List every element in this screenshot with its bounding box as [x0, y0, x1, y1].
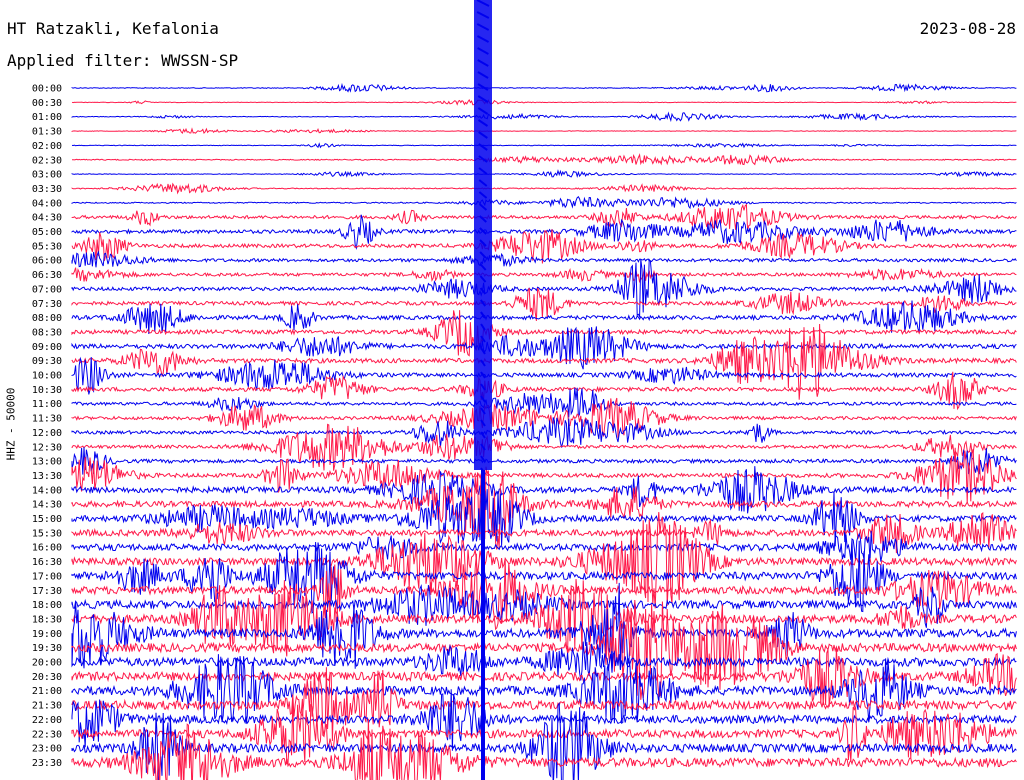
trace-line [71, 417, 1017, 448]
time-tick-label: 01:00 [32, 112, 62, 123]
time-tick-label: 13:00 [32, 457, 62, 468]
earthquake-signal-tail [481, 470, 485, 780]
station-title: HT Ratzakli, Kefalonia [7, 19, 219, 38]
time-tick-label: 00:00 [32, 84, 62, 95]
trace-line [71, 258, 1017, 319]
trace-line [71, 599, 1017, 700]
trace-line [71, 371, 1017, 411]
trace-line [71, 127, 1017, 135]
trace-line [71, 654, 1017, 725]
trace-line [71, 530, 1017, 562]
time-tick-label: 21:30 [32, 701, 62, 712]
trace-line [71, 397, 1017, 438]
time-tick-label: 11:00 [32, 399, 62, 410]
trace-line [71, 323, 1017, 400]
time-tick-label: 18:00 [32, 600, 62, 611]
trace-line [71, 300, 1017, 335]
time-tick-label: 06:00 [32, 256, 62, 267]
trace-line [71, 142, 1017, 149]
trace-line [71, 82, 1017, 93]
time-tick-label: 11:30 [32, 414, 62, 425]
trace-line [71, 326, 1017, 370]
time-tick-label: 13:30 [32, 471, 62, 482]
trace-line [71, 387, 1017, 418]
time-tick-label: 07:00 [32, 284, 62, 295]
time-tick-label: 22:00 [32, 715, 62, 726]
trace-line [71, 182, 1017, 195]
trace-line [71, 582, 1017, 671]
time-tick-label: 18:30 [32, 614, 62, 625]
trace-line [71, 267, 1017, 283]
trace-line [71, 540, 1017, 614]
time-tick-label: 23:00 [32, 744, 62, 755]
earthquake-signal-body [474, 0, 492, 470]
trace-line [71, 250, 1017, 268]
trace-line [71, 511, 1017, 554]
trace-line [71, 447, 1017, 504]
trace-line [71, 99, 1017, 106]
time-tick-label: 05:00 [32, 227, 62, 238]
time-tick-label: 17:30 [32, 586, 62, 597]
time-tick-label: 23:30 [32, 758, 62, 769]
time-tick-label: 12:00 [32, 428, 62, 439]
time-tick-label: 14:00 [32, 485, 62, 496]
trace-line [71, 667, 1017, 742]
time-tick-label: 09:30 [32, 356, 62, 367]
time-tick-label: 02:30 [32, 155, 62, 166]
time-tick-label: 19:00 [32, 629, 62, 640]
trace-line [71, 553, 1017, 631]
time-tick-label: 09:00 [32, 342, 62, 353]
time-tick-label: 19:30 [32, 643, 62, 654]
trace-line [71, 196, 1017, 210]
trace-line [71, 203, 1017, 231]
trace-line [71, 310, 1017, 357]
date-label: 2023-08-28 [919, 19, 1016, 38]
time-tick-label: 00:30 [32, 98, 62, 109]
trace-line [71, 423, 1017, 471]
time-tick-label: 08:30 [32, 327, 62, 338]
time-tick-label: 05:30 [32, 241, 62, 252]
time-tick-label: 12:30 [32, 442, 62, 453]
time-tick-label: 15:00 [32, 514, 62, 525]
time-tick-label: 20:30 [32, 672, 62, 683]
trace-group [71, 0, 1017, 780]
trace-line [71, 287, 1017, 321]
time-tick-label: 02:00 [32, 141, 62, 152]
trace-line [71, 718, 1017, 780]
time-tick-label: 16:00 [32, 543, 62, 554]
trace-line [71, 579, 1017, 657]
time-tick-label: 03:00 [32, 170, 62, 181]
time-tick-label: 07:30 [32, 299, 62, 310]
filter-label: Applied filter: WWSSN-SP [7, 51, 239, 70]
time-tick-label: 01:30 [32, 127, 62, 138]
time-tick-label: 08:00 [32, 313, 62, 324]
trace-line [71, 229, 1017, 264]
time-tick-label: 10:00 [32, 371, 62, 382]
time-tick-label: 20:00 [32, 658, 62, 669]
time-tick-label: 06:30 [32, 270, 62, 281]
trace-line [71, 447, 1017, 475]
trace-line [71, 111, 1017, 123]
trace-line [71, 489, 1017, 547]
time-tick-label: 21:00 [32, 686, 62, 697]
trace-line [71, 701, 1017, 780]
trace-line [71, 169, 1017, 179]
trace-line [71, 466, 1017, 514]
time-tick-label: 04:00 [32, 198, 62, 209]
trace-line [71, 356, 1017, 395]
trace-line [71, 214, 1017, 251]
trace-line [71, 466, 1017, 550]
time-tick-label: 04:30 [32, 213, 62, 224]
time-tick-label: 14:30 [32, 500, 62, 511]
trace-line [72, 153, 1017, 166]
time-tick-label: 22:30 [32, 729, 62, 740]
trace-line [71, 689, 1017, 751]
time-tick-label: 17:00 [32, 571, 62, 582]
time-tick-label: 15:30 [32, 528, 62, 539]
time-tick-label: 16:30 [32, 557, 62, 568]
time-tick-label: 03:30 [32, 184, 62, 195]
time-tick-label: 10:30 [32, 385, 62, 396]
